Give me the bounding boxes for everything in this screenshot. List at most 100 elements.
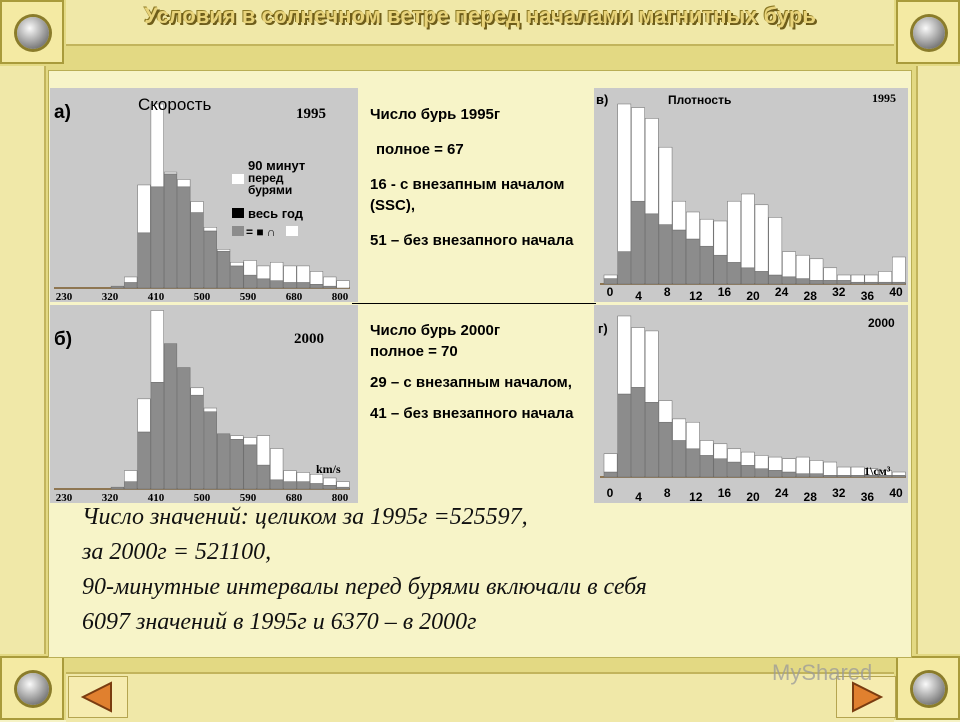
bar-pre-storm-excess: [137, 184, 151, 234]
bar-common: [243, 444, 257, 490]
bar-common: [782, 471, 796, 478]
legend-swatch-white-2: [286, 226, 298, 236]
bar-common: [713, 458, 728, 478]
x-tick-label: 40: [889, 486, 903, 500]
legend-label: перед: [248, 171, 284, 185]
bar-common: [336, 486, 350, 490]
bar-common: [296, 481, 310, 490]
bar-common: [754, 468, 769, 478]
bar-pre-storm-excess: [878, 470, 892, 476]
knob-icon: [17, 673, 49, 705]
bar-pre-storm-excess: [150, 103, 164, 188]
prev-slide-button[interactable]: [68, 676, 128, 718]
bar-pre-storm-excess: [283, 470, 297, 482]
summary-line-3: 90-минутные интервалы перед бурями включ…: [82, 574, 647, 600]
bar-common: [110, 486, 125, 490]
x-tick-label: 500: [194, 492, 211, 503]
bar-pre-storm-excess: [203, 227, 217, 232]
bar-pre-storm-excess: [124, 470, 138, 482]
bar-common: [672, 229, 687, 285]
x-tick-label: 680: [286, 291, 303, 302]
bar-common: [741, 267, 755, 285]
bar-common: [837, 280, 851, 285]
bar-common: [230, 265, 244, 289]
divider-line: [352, 303, 596, 304]
bar-common: [768, 470, 783, 478]
bar-pre-storm-excess: [850, 274, 865, 283]
bar-pre-storm-excess: [892, 471, 906, 476]
x-tick-label: 410: [148, 291, 165, 302]
storms-1995-ssc: 16 - с внезапным началом (SSC),: [370, 176, 565, 214]
bar-pre-storm-excess: [795, 254, 810, 279]
panel-label: в): [596, 92, 608, 107]
chart-unit: km/s: [316, 462, 341, 476]
bar-common: [230, 439, 244, 490]
bar-pre-storm-excess: [809, 460, 824, 474]
chart-density-2000: 0 4 8 12 16 20 24 28 32 36 40 г) 2000 1\см³: [594, 305, 908, 503]
bar-common: [243, 274, 257, 289]
next-slide-button[interactable]: [836, 676, 896, 718]
x-tick-label: 230: [56, 492, 73, 503]
bar-pre-storm-excess: [631, 107, 645, 202]
bar-pre-storm-excess: [768, 456, 783, 471]
bar-common: [631, 387, 645, 478]
bar-pre-storm-excess: [177, 179, 191, 188]
corner-top-right: [896, 0, 960, 64]
x-tick-label: 0: [607, 285, 614, 299]
bar-pre-storm-excess: [336, 481, 350, 488]
bar-common: [699, 245, 714, 285]
bar-common: [658, 224, 673, 285]
panel-label: а): [54, 102, 71, 123]
legend-swatch-black: [232, 208, 244, 218]
bar-pre-storm-excess: [892, 256, 906, 283]
bar-pre-storm-excess: [243, 260, 257, 276]
bar-pre-storm-excess: [837, 274, 851, 281]
bar-common: [217, 250, 231, 289]
chart-speed-2000-svg: 230 320 410 500 590 680 800 б) 2000 km/s: [54, 310, 350, 503]
bar-common: [713, 254, 728, 285]
bar-common: [150, 186, 164, 289]
bar-pre-storm-excess: [837, 466, 851, 476]
bar-common: [603, 278, 618, 285]
chart-speed-1995: 230 320 410 500 590 680 800 а) Скорость 1995 90 ми…: [50, 88, 358, 302]
chart-density-2000-svg: 0 4 8 12 16 20 24 28 32 36 40 г) 2000 1\см³: [598, 315, 906, 503]
bar-common: [672, 440, 687, 478]
x-tick-label: 8: [664, 486, 671, 500]
x-tick-label: 36: [861, 490, 875, 503]
bar-pre-storm-excess: [850, 466, 865, 476]
watermark-logo: MyShared: [772, 660, 873, 685]
bar-common: [323, 285, 337, 289]
bar-pre-storm-excess: [768, 217, 783, 276]
bar-pre-storm-excess: [309, 271, 324, 285]
x-tick-label: 28: [804, 490, 818, 503]
x-tick-label: 24: [775, 486, 789, 500]
summary-line-4: 6097 значений в 1995г и 6370 – в 2000г: [82, 609, 477, 635]
bar-common: [296, 282, 310, 289]
bar-common: [741, 465, 755, 478]
bar-common: [699, 455, 714, 478]
bar-pre-storm-excess: [754, 204, 769, 272]
x-tick-label: 4: [635, 490, 642, 503]
bar-common: [163, 343, 178, 490]
chart-density-1995: 0 4 8 12 16 20 24 28 32 36 40 в) Плотность 1995: [594, 88, 908, 302]
bar-common: [864, 281, 879, 285]
bar-pre-storm-excess: [864, 274, 879, 283]
bar-pre-storm-excess: [699, 218, 714, 247]
x-tick-label: 410: [148, 492, 165, 503]
storms-2000-heading: Число бурь 2000г: [370, 322, 501, 339]
bar-pre-storm-excess: [795, 456, 810, 474]
bar-common: [283, 282, 297, 289]
legend-label: 90 минут: [248, 158, 305, 173]
bar-common: [283, 481, 297, 490]
panel-label: г): [598, 321, 608, 336]
bar-pre-storm-excess: [782, 458, 796, 473]
bar-pre-storm-excess: [296, 265, 310, 283]
bar-common: [309, 483, 324, 490]
bar-common: [603, 471, 618, 478]
legend-swatch-gray: [232, 226, 244, 236]
legend-label: бурями: [248, 183, 292, 197]
x-tick-label: 680: [286, 492, 303, 503]
storms-2000-non-ssc: 41 – без внезапного начала: [370, 405, 574, 422]
bar-pre-storm-excess: [217, 249, 231, 252]
